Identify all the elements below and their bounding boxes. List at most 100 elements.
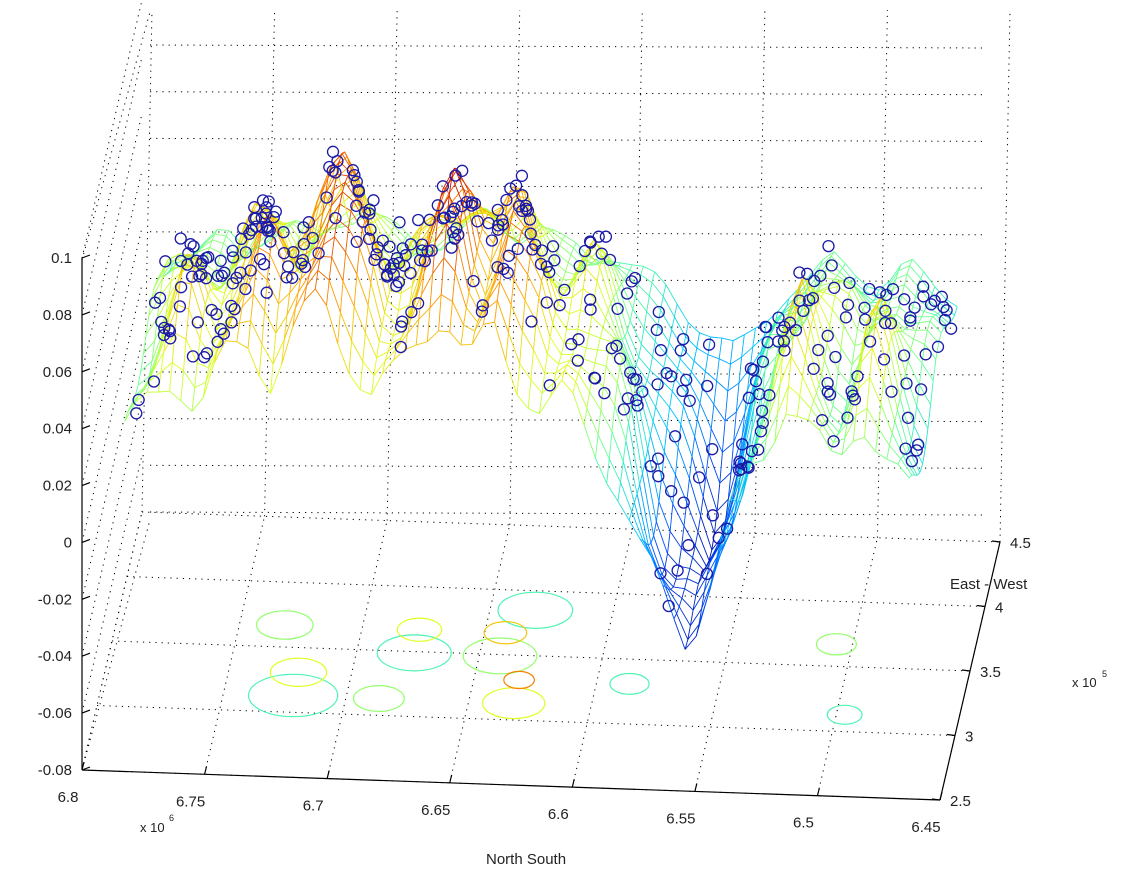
mesh-line (255, 268, 268, 281)
mesh-line (842, 263, 846, 269)
contour-line (255, 610, 314, 640)
data-marker (199, 272, 213, 285)
mesh-line (496, 235, 509, 271)
mesh-line (608, 458, 621, 483)
mesh-line (835, 422, 848, 438)
mesh-line (710, 336, 722, 339)
mesh-line (251, 203, 256, 211)
mesh-line (358, 178, 362, 186)
mesh-line (473, 264, 486, 296)
data-marker (880, 288, 893, 302)
mesh-line (290, 251, 295, 256)
data-marker (736, 438, 749, 451)
mesh-line (589, 376, 593, 393)
mesh-line (169, 263, 174, 271)
data-marker (297, 237, 311, 251)
data-marker (540, 296, 553, 309)
data-marker (287, 246, 300, 259)
mesh-line (159, 280, 172, 297)
mesh-line (733, 476, 738, 493)
data-marker (196, 254, 209, 267)
mesh-line (275, 314, 288, 334)
mesh-line (619, 358, 624, 368)
mesh-line (768, 383, 781, 417)
mesh-line (474, 309, 487, 332)
data-marker (793, 294, 806, 307)
mesh-line (646, 370, 651, 381)
mesh-line (384, 300, 388, 313)
data-marker (683, 394, 696, 407)
data-marker (358, 206, 372, 219)
mesh-line (951, 314, 956, 321)
mesh-line (836, 271, 841, 276)
mesh-line (822, 269, 827, 279)
mesh-line (628, 422, 641, 485)
mesh-line (272, 333, 277, 365)
mesh-line (910, 425, 915, 441)
mesh-line (347, 210, 352, 229)
mesh-line (507, 235, 520, 242)
mesh-line (709, 555, 713, 564)
mesh-line (640, 328, 645, 345)
mesh-line (857, 359, 862, 370)
data-marker (680, 373, 693, 387)
data-marker (700, 567, 714, 581)
mesh-line (387, 300, 399, 311)
mesh-line (327, 175, 340, 200)
mesh-line (301, 225, 305, 232)
mesh-line (293, 220, 297, 222)
y-tick-label: 4 (995, 600, 1003, 617)
mesh-line (694, 531, 699, 546)
data-marker (778, 344, 791, 357)
mesh-line (673, 618, 686, 650)
mesh-line (664, 586, 678, 614)
mesh-line (799, 395, 812, 410)
mesh-line (454, 271, 467, 308)
mesh-line (916, 384, 920, 407)
mesh-line (367, 282, 372, 306)
mesh-line (421, 273, 434, 295)
mesh-line (932, 359, 937, 381)
mesh-line (290, 220, 294, 223)
mesh-line (563, 329, 568, 344)
mesh-line (819, 255, 832, 267)
mesh-line (558, 359, 570, 365)
mesh-line (158, 390, 170, 393)
mesh-line (378, 253, 382, 257)
mesh-line (652, 356, 665, 368)
mesh-line (411, 256, 425, 287)
mesh-line (645, 542, 649, 546)
mesh-line (633, 502, 647, 544)
mesh-line (652, 421, 665, 453)
mesh-line (723, 539, 728, 544)
mesh-line (492, 207, 505, 215)
mesh-line (779, 346, 783, 352)
data-marker (269, 205, 282, 218)
data-marker (226, 244, 239, 258)
mesh-line (672, 503, 685, 527)
mesh-line (421, 272, 425, 295)
data-marker (155, 315, 168, 329)
grid-line-horizontal (149, 418, 986, 423)
y-tick-label: 4.5 (1010, 535, 1031, 552)
mesh-line (762, 369, 766, 393)
mesh-line (514, 238, 518, 244)
mesh-line (468, 189, 472, 192)
mesh-line (387, 342, 400, 353)
mesh-line (519, 236, 532, 245)
mesh-line (586, 391, 591, 409)
mesh-line (786, 298, 790, 307)
mesh-line (331, 257, 344, 282)
mesh-line (583, 425, 596, 459)
mesh-line (407, 320, 411, 334)
mesh-line (534, 213, 538, 220)
mesh-line (399, 242, 404, 250)
mesh-line (283, 315, 288, 340)
data-marker (390, 279, 403, 293)
mesh-line (448, 195, 461, 222)
mesh-line (821, 360, 825, 375)
mesh-line (544, 353, 548, 373)
data-marker (159, 255, 172, 268)
mesh-line (160, 352, 165, 372)
mesh-line (724, 411, 737, 422)
